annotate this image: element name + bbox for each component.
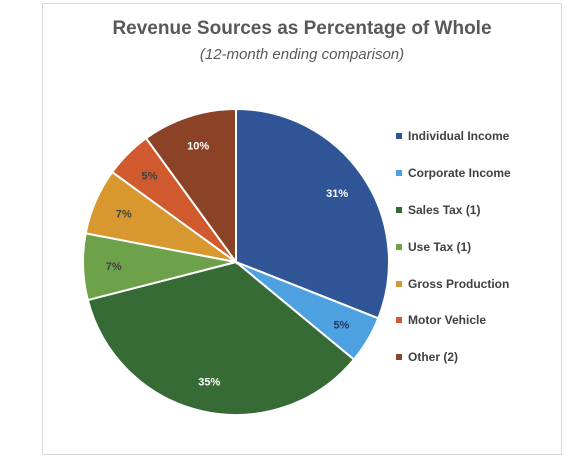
legend-item: Use Tax (1) [396, 228, 511, 265]
legend-item: Sales Tax (1) [396, 192, 511, 229]
pie-slices [82, 107, 390, 416]
legend-item: Other (2) [396, 339, 511, 376]
legend-label: Sales Tax (1) [408, 202, 481, 217]
legend-label: Gross Production [408, 276, 510, 291]
legend-swatch [396, 170, 402, 177]
legend-label: Use Tax (1) [408, 239, 472, 254]
legend-item: Corporate Income [396, 155, 511, 192]
legend-swatch [396, 206, 402, 213]
pie-slice-individual-income [235, 107, 390, 320]
legend-label: Individual Income [408, 129, 510, 144]
data-label: 5% [333, 319, 349, 331]
data-label: 7% [106, 261, 122, 273]
legend-label: Corporate Income [408, 166, 511, 181]
legend-swatch [396, 280, 402, 287]
legend-item: Individual Income [396, 118, 511, 155]
data-label: 7% [116, 208, 132, 220]
data-label: 10% [187, 141, 209, 153]
legend-item: Gross Production [396, 265, 511, 302]
legend-swatch [396, 243, 402, 250]
legend-label: Other (2) [408, 350, 459, 365]
legend-swatch [396, 317, 402, 324]
chart-subtitle: (12-month ending comparison) [199, 46, 405, 63]
pie-data-labels: 31% 5% 35% 7% 7% 5% 10% [106, 141, 350, 389]
legend-label: Motor Vehicle [408, 313, 487, 328]
data-label: 35% [198, 377, 220, 389]
data-label: 31% [326, 188, 348, 200]
pie-slice-other-2 [144, 107, 237, 266]
pie-slice-sales-tax-1 [86, 260, 356, 416]
legend-swatch [396, 133, 402, 140]
chart-legend: Individual Income Corporate Income Sales T… [396, 118, 511, 376]
legend-swatch [396, 354, 402, 361]
data-label: 5% [142, 171, 158, 183]
chart-title: Revenue Sources as Percentage of Whole [112, 18, 492, 39]
legend-item: Motor Vehicle [396, 302, 511, 339]
